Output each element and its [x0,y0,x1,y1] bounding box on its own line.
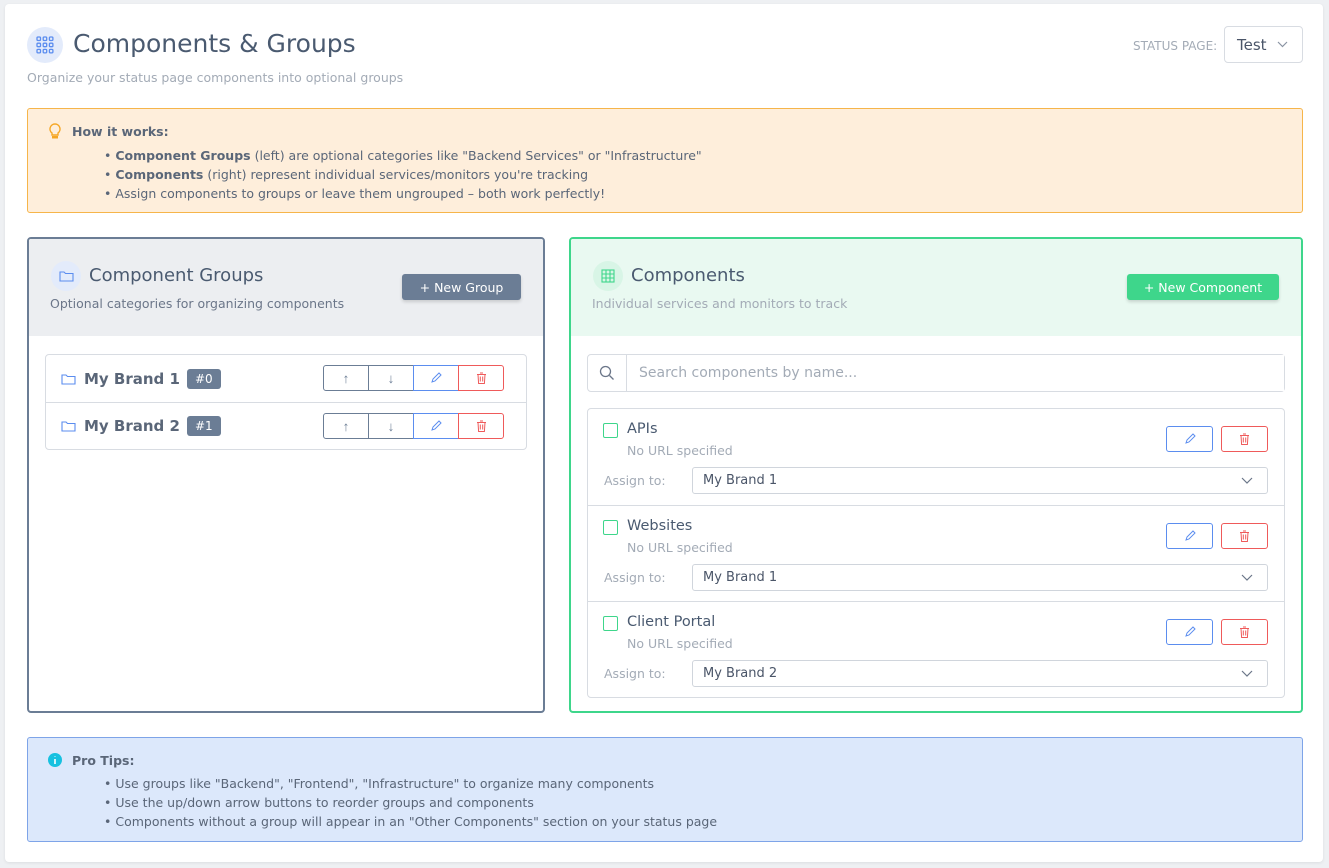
status-page-value: Test [1237,35,1267,54]
new-component-button[interactable]: + New Component [1127,274,1279,300]
tip-item: Components without a group will appear i… [104,812,717,831]
components-panel: Components Individual services and monit… [569,237,1303,713]
trash-icon [1240,433,1249,445]
how-it-works-title: How it works: [72,124,169,139]
component-checkbox[interactable] [603,423,618,438]
move-up-button[interactable]: ↑ [323,365,369,391]
move-down-button[interactable]: ↓ [368,365,414,391]
component-url: No URL specified [627,636,733,651]
groups-subtitle: Optional categories for organizing compo… [50,296,345,311]
edit-button[interactable] [413,365,459,391]
delete-button[interactable] [1221,619,1268,645]
assign-group-select[interactable]: My Brand 2 [692,660,1268,687]
status-page-select[interactable]: Test [1224,26,1303,63]
component-item: APIs No URL specified Assign to: My Bran… [588,409,1284,505]
how-it-works-box: How it works: Component Groups (left) ar… [27,108,1303,213]
page-title: Components & Groups [73,29,356,58]
info-icon [48,753,62,767]
assign-label: Assign to: [604,570,666,585]
search-box [587,354,1285,392]
component-url: No URL specified [627,443,733,458]
assign-label: Assign to: [604,473,666,488]
edit-button[interactable] [1166,523,1213,549]
components-subtitle: Individual services and monitors to trac… [592,296,848,311]
move-up-button[interactable]: ↑ [323,413,369,439]
pro-tips-title: Pro Tips: [72,753,135,768]
tip-item: Use groups like "Backend", "Frontend", "… [104,774,717,793]
how-item: Component Groups (left) are optional cat… [104,146,701,165]
how-item: Assign components to groups or leave the… [104,184,702,203]
group-name: My Brand 1 [84,369,180,388]
page-subtitle: Organize your status page components int… [27,70,404,85]
delete-button[interactable] [458,365,504,391]
new-group-button[interactable]: + New Group [402,274,521,300]
pencil-icon [431,372,442,383]
group-row: My Brand 2 #1 ↑ ↓ [46,402,526,449]
edit-button[interactable] [1166,619,1213,645]
folder-icon [61,421,76,432]
groups-list: My Brand 1 #0 ↑ ↓ My Brand 2 #1 ↑ ↓ [45,354,527,450]
component-name: Websites [627,518,693,534]
assign-value: My Brand 1 [703,473,778,488]
trash-icon [476,420,486,432]
group-order-badge: #0 [186,368,221,389]
delete-button[interactable] [458,413,504,439]
tip-item: Use the up/down arrow buttons to reorder… [104,793,717,812]
component-item: Websites No URL specified Assign to: My … [588,505,1284,601]
pencil-icon [1184,530,1196,541]
pencil-icon [1184,433,1196,444]
component-url: No URL specified [627,540,733,555]
folder-icon [51,261,81,291]
move-down-button[interactable]: ↓ [368,413,414,439]
chevron-down-icon [1241,477,1253,484]
folder-icon [61,373,76,385]
assign-label: Assign to: [604,666,666,681]
table-icon [593,261,623,291]
component-groups-panel: Component Groups Optional categories for… [27,237,545,713]
chevron-down-icon [1241,574,1253,581]
assign-group-select[interactable]: My Brand 1 [692,467,1268,494]
edit-button[interactable] [1166,426,1213,452]
main-card: Components & Groups Organize your status… [5,4,1323,862]
delete-button[interactable] [1221,426,1268,452]
group-row: My Brand 1 #0 ↑ ↓ [46,355,526,402]
lightbulb-icon [49,123,61,139]
search-icon [588,355,627,391]
search-input[interactable] [627,355,1284,391]
component-name: Client Portal [627,614,716,630]
trash-icon [1240,530,1249,542]
pencil-icon [1184,626,1196,637]
components-title: Components [631,265,745,286]
component-checkbox[interactable] [603,520,618,535]
status-page-label: STATUS PAGE: [1133,39,1218,53]
group-order-badge: #1 [186,416,221,436]
assign-group-select[interactable]: My Brand 1 [692,564,1268,591]
pro-tips-box: Pro Tips: Use groups like "Backend", "Fr… [27,737,1303,842]
chevron-down-icon [1277,41,1287,48]
groups-title: Component Groups [89,265,264,286]
delete-button[interactable] [1221,523,1268,549]
components-list: APIs No URL specified Assign to: My Bran… [587,408,1285,698]
trash-icon [476,372,486,384]
how-item: Components (right) represent individual … [104,165,702,184]
pencil-icon [431,420,442,431]
assign-value: My Brand 1 [703,570,778,585]
assign-value: My Brand 2 [703,666,778,681]
grid-icon [27,27,63,63]
component-item: Client Portal No URL specified Assign to… [588,601,1284,697]
component-name: APIs [627,421,658,437]
edit-button[interactable] [413,413,459,439]
group-name: My Brand 2 [84,417,180,435]
trash-icon [1240,626,1249,638]
component-checkbox[interactable] [603,616,618,631]
chevron-down-icon [1241,670,1253,677]
